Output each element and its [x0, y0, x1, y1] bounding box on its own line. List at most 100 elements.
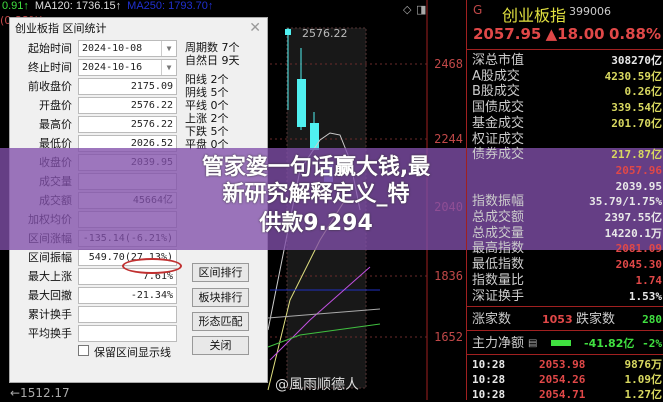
stat-row: 深证换手 1.53% [472, 289, 662, 304]
stat-label: 深证换手 [472, 288, 525, 304]
stat-label: 总成交额 [472, 210, 525, 225]
tick-vol: 1.09亿 [624, 373, 663, 386]
range-rank-button[interactable]: 区间排行 [192, 263, 249, 282]
field-value-text: 2175.09 [130, 81, 173, 92]
down-count: 280 [642, 313, 662, 326]
stat-value: 339.54亿 [611, 101, 662, 115]
field-value: -21.34% [78, 287, 177, 304]
stat-row: 最低指数 2045.30 [472, 257, 662, 272]
ma120-label: MA120: 1736.15↑ [34, 0, 122, 12]
range-stats-dialog: 创业板指 区间统计 ✕ 起始时间 2024-10-08 ▼ 终止时间 2024-10-1… [9, 17, 268, 383]
index-price: 2057.95 [473, 25, 542, 43]
chevron-down-icon[interactable]: ▼ [161, 41, 176, 56]
index-change-pct: 0.88% [608, 25, 661, 43]
field-value [78, 306, 177, 323]
field-value [78, 325, 177, 342]
field-value: 2576.22 [78, 116, 177, 133]
stat-value: 2057.96 [615, 163, 662, 177]
index-info-panel: G 创业板指 399006 2057.95 ▲18.00 0.88% 深总市值 3… [466, 0, 663, 401]
price-row: 2057.95 ▲18.00 0.88% [473, 25, 661, 43]
stat-yin: 阴线 5个 [185, 86, 229, 99]
main-flow-value: -41.82亿 [584, 337, 635, 350]
sector-rank-button[interactable]: 板块排行 [192, 288, 249, 307]
stat-row: 总成交量 14220.1万 [472, 226, 662, 241]
field-value-text: 2576.22 [130, 119, 173, 130]
date-select[interactable]: 2024-10-08 ▼ [78, 40, 177, 57]
index-code: 399006 [569, 5, 611, 18]
keep-lines-checkbox[interactable] [78, 345, 89, 356]
stat-label: 权证成交 [472, 131, 525, 147]
stat-value: 2045.30 [615, 258, 662, 272]
diamond-icon[interactable]: ◇ [403, 3, 412, 16]
stat-label: 指数振幅 [472, 194, 525, 210]
stat-row: A股成交 4230.59亿 [472, 69, 662, 84]
stat-label: 总成交量 [472, 225, 525, 241]
stat-value: 1.53% [628, 289, 662, 303]
stat-value: 308270亿 [611, 54, 662, 67]
stat-value: 2081.09 [615, 242, 662, 256]
ma-prev-value: 0.91↑ [2, 0, 29, 12]
flow-bar [551, 340, 571, 346]
stat-value: 1.74 [635, 273, 663, 287]
stat-value: 35.79/1.75% [589, 195, 662, 209]
panel-toggle-icon[interactable]: ◨ [416, 3, 427, 16]
stat-row: 国债成交 339.54亿 [472, 100, 662, 115]
stat-value: 201.70亿 [611, 116, 662, 130]
candle [297, 79, 306, 127]
stat-row: 深总市值 308270亿 [472, 53, 662, 68]
axis-label: 2244 [434, 132, 463, 146]
axis-label: 2468 [434, 57, 463, 71]
index-change: ▲18.00 [545, 25, 605, 43]
stat-value: 0.26亿 [624, 85, 663, 99]
field-label: 前收盘价 [28, 80, 72, 93]
close-icon[interactable]: ✕ [249, 20, 261, 36]
field-value: 2175.09 [78, 78, 177, 95]
stat-label: 最高指数 [472, 241, 525, 257]
high-marker: 2576.22 [302, 27, 348, 40]
headline-line1: 管家婆一句话赢大钱,最新研究解释定义_特 [201, 155, 431, 207]
field-value-text: 2024-10-16 [82, 62, 143, 73]
candle [285, 29, 291, 35]
stat-row: 最高指数 2081.09 [472, 241, 662, 256]
market-flag: G [473, 3, 483, 17]
close-button[interactable]: 关闭 [192, 336, 249, 355]
tick-vol: 9876万 [624, 358, 663, 371]
stat-label: 最低指数 [472, 257, 525, 273]
field-label: 终止时间 [28, 61, 72, 74]
stat-label: 指数量比 [472, 272, 525, 288]
stat-label: 深总市值 [472, 53, 525, 68]
field-label: 区间振幅 [28, 251, 72, 264]
tick-time: 10:28 [472, 373, 506, 386]
field-label: 平均换手 [28, 327, 72, 340]
ma250-label: MA250: 1793.70↑ [127, 0, 214, 12]
stat-label: 债券成交 [472, 147, 525, 163]
field-value-text: 7.61% [142, 271, 173, 282]
divider [467, 306, 663, 307]
stat-label: A股成交 [472, 68, 520, 84]
field-value-text: 2024-10-08 [82, 43, 143, 54]
stat-row: B股成交 0.26亿 [472, 84, 662, 99]
pattern-match-button[interactable]: 形态匹配 [192, 312, 249, 331]
stat-down: 下跌 5个 [185, 125, 229, 138]
field-label: 起始时间 [28, 42, 72, 55]
tick-time: 10:28 [472, 388, 506, 401]
up-count: 1053 [542, 313, 573, 326]
field-value-text: 549.70(27.13%) [88, 252, 173, 263]
stat-up: 上涨 2个 [185, 112, 229, 125]
stat-natural-days: 自然日 9天 [185, 54, 240, 67]
tick-row: 10:28 2053.98 9876万 [472, 357, 662, 372]
chevron-down-icon[interactable]: ▼ [161, 60, 176, 75]
axis-label: 1836 [434, 269, 463, 283]
stat-label: 国债成交 [472, 100, 525, 116]
stat-row: 总成交额 2397.55亿 [472, 210, 662, 225]
candle [310, 123, 319, 150]
tick-vol: 1.27亿 [624, 388, 663, 401]
date-select[interactable]: 2024-10-16 ▼ [78, 59, 177, 76]
stat-row: 指数量比 1.74 [472, 273, 662, 288]
down-count-label: 跌家数 [576, 312, 616, 327]
stat-value: 14220.1万 [604, 226, 662, 240]
stat-value: 217.87亿 [611, 148, 662, 162]
main-flow-label: 主力净额 [472, 336, 525, 351]
list-icon[interactable]: ▤ [528, 338, 538, 349]
stat-row: 2039.95 [472, 179, 662, 194]
